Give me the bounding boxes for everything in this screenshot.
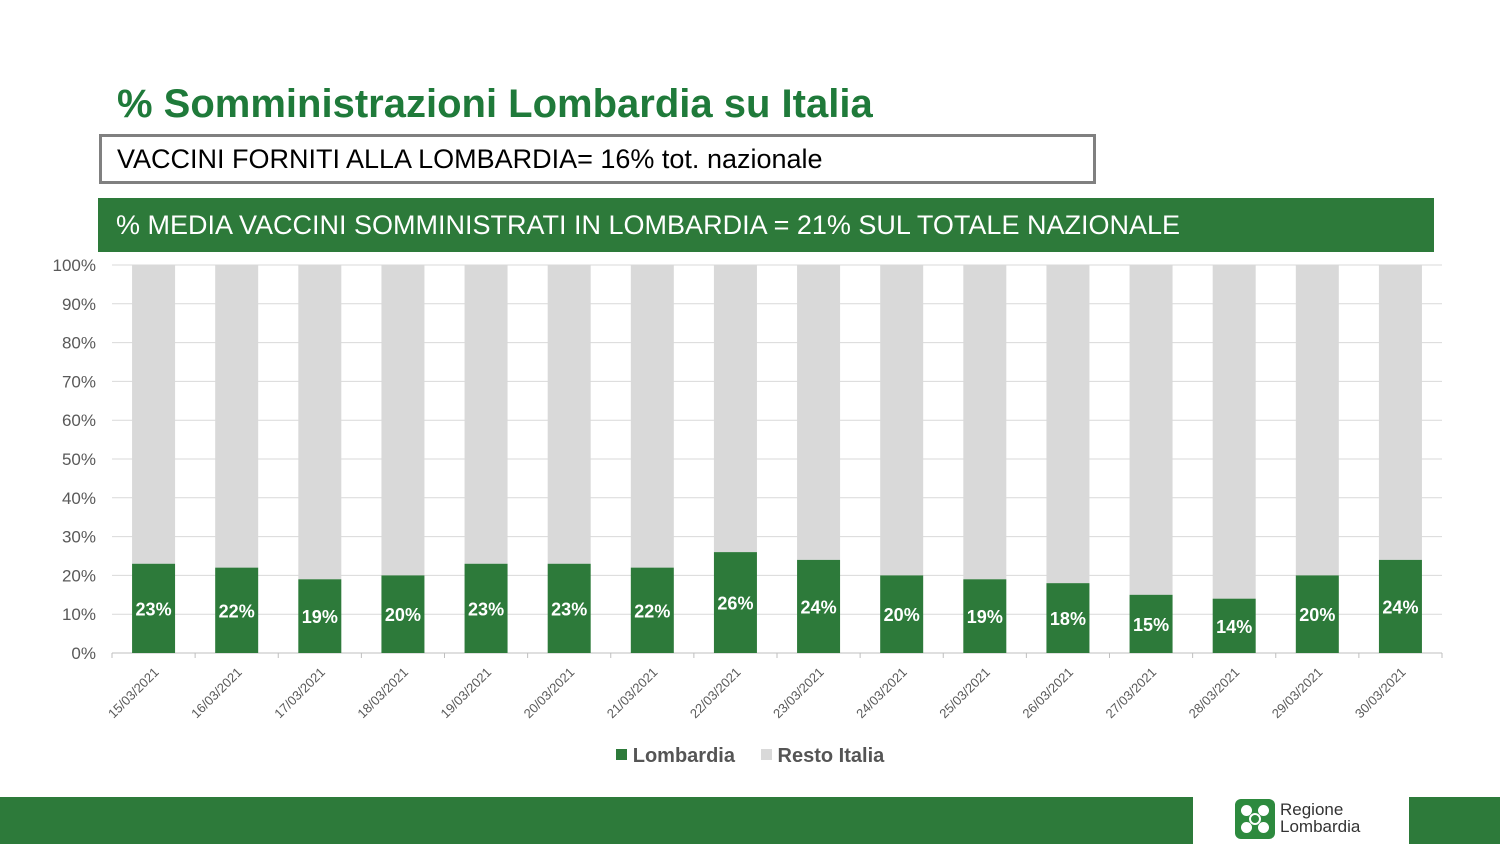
x-tick-label: 24/03/2021 (853, 665, 910, 722)
bar-resto-italia (963, 265, 1007, 580)
x-tick-label: 21/03/2021 (604, 665, 661, 722)
data-label: 20% (884, 605, 920, 625)
data-label: 15% (1133, 615, 1169, 635)
y-tick-label: 80% (62, 334, 96, 353)
bar-resto-italia (132, 265, 176, 564)
bar-lombardia (1378, 559, 1422, 653)
x-tick-label: 15/03/2021 (105, 665, 162, 722)
y-tick-label: 60% (62, 411, 96, 430)
page-title: % Somministrazioni Lombardia su Italia (117, 82, 873, 126)
data-label: 23% (468, 599, 504, 619)
x-tick-label: 17/03/2021 (271, 665, 328, 722)
bar-lombardia (1046, 583, 1090, 653)
data-label: 19% (967, 607, 1003, 627)
average-banner: % MEDIA VACCINI SOMMINISTRATI IN LOMBARD… (98, 198, 1434, 252)
logo-line-2: Lombardia (1280, 817, 1361, 836)
chart-legend: Lombardia Resto Italia (0, 745, 1500, 768)
bar-resto-italia (298, 265, 342, 580)
bar-resto-italia (215, 265, 259, 568)
legend-item-lombardia: Lombardia (615, 745, 735, 768)
regione-lombardia-logo: Regione Lombardia (1232, 797, 1392, 844)
x-tick-label: 18/03/2021 (354, 665, 411, 722)
legend-item-resto-italia: Resto Italia (760, 745, 885, 768)
x-tick-label: 25/03/2021 (936, 665, 993, 722)
y-tick-label: 10% (62, 605, 96, 624)
y-tick-label: 70% (62, 372, 96, 391)
x-tick-label: 16/03/2021 (188, 665, 245, 722)
bar-lombardia (215, 567, 259, 653)
bar-lombardia (547, 563, 591, 653)
y-tick-label: 20% (62, 566, 96, 585)
bar-resto-italia (381, 265, 425, 576)
y-tick-label: 40% (62, 489, 96, 508)
y-tick-label: 90% (62, 295, 96, 314)
x-tick-label: 28/03/2021 (1186, 665, 1243, 722)
y-tick-label: 50% (62, 450, 96, 469)
stacked-bar-chart: 0% 10% 20% 30% 40% 50% 60% 70% 80% 90% 100% 23% 15/0… (53, 256, 1443, 722)
x-tick-label: 26/03/2021 (1019, 665, 1076, 722)
bar-resto-italia (630, 265, 674, 568)
bar-lombardia (464, 563, 508, 653)
bar-resto-italia (1378, 265, 1422, 560)
footer-bar-right (1409, 797, 1500, 844)
bar-resto-italia (880, 265, 924, 576)
logo-text: Regione Lombardia (1280, 801, 1360, 835)
x-tick-label: 19/03/2021 (438, 665, 495, 722)
x-tick-label: 30/03/2021 (1352, 665, 1409, 722)
data-label: 26% (717, 594, 753, 614)
legend-label-resto-italia: Resto Italia (777, 745, 885, 767)
bar-resto-italia (797, 265, 841, 560)
bar-lombardia (132, 563, 176, 653)
data-label: 24% (801, 597, 837, 617)
data-label: 23% (136, 599, 172, 619)
data-label: 22% (634, 601, 670, 621)
legend-label-lombardia: Lombardia (632, 745, 735, 767)
x-tick-label: 20/03/2021 (521, 665, 578, 722)
legend-swatch-lombardia (615, 749, 627, 761)
footer-bar-left (0, 797, 1193, 844)
data-label: 24% (1382, 597, 1418, 617)
x-tick-label: 22/03/2021 (687, 665, 744, 722)
logo-mark-icon (1235, 799, 1275, 839)
data-label: 22% (219, 601, 255, 621)
data-label: 18% (1050, 609, 1086, 629)
bar-resto-italia (713, 265, 757, 553)
data-label: 14% (1216, 617, 1252, 637)
bar-resto-italia (1212, 265, 1256, 599)
data-label: 20% (1299, 605, 1335, 625)
bar-lombardia (298, 579, 342, 653)
data-label: 20% (385, 605, 421, 625)
bar-resto-italia (1129, 265, 1173, 595)
x-tick-label: 27/03/2021 (1103, 665, 1160, 722)
data-label: 19% (302, 607, 338, 627)
x-tick-label: 23/03/2021 (770, 665, 827, 722)
y-tick-label: 0% (71, 644, 96, 663)
bar-lombardia (1129, 594, 1173, 653)
bar-resto-italia (1295, 265, 1339, 576)
bar-lombardia (630, 567, 674, 653)
bar-resto-italia (464, 265, 508, 564)
supply-note-box: VACCINI FORNITI ALLA LOMBARDIA= 16% tot.… (99, 134, 1096, 184)
bar-lombardia (1212, 598, 1256, 653)
bar-lombardia (713, 552, 757, 653)
bar-lombardia (797, 559, 841, 653)
bar-lombardia (1295, 575, 1339, 653)
x-tick-label: 29/03/2021 (1269, 665, 1326, 722)
bar-lombardia (381, 575, 425, 653)
y-tick-label: 30% (62, 528, 96, 547)
logo-line-1: Regione (1280, 800, 1344, 819)
bar-resto-italia (547, 265, 591, 564)
y-tick-label: 100% (53, 256, 96, 275)
bar-lombardia (880, 575, 924, 653)
bar-resto-italia (1046, 265, 1090, 584)
legend-swatch-resto-italia (760, 749, 772, 761)
data-label: 23% (551, 599, 587, 619)
bar-lombardia (963, 579, 1007, 653)
